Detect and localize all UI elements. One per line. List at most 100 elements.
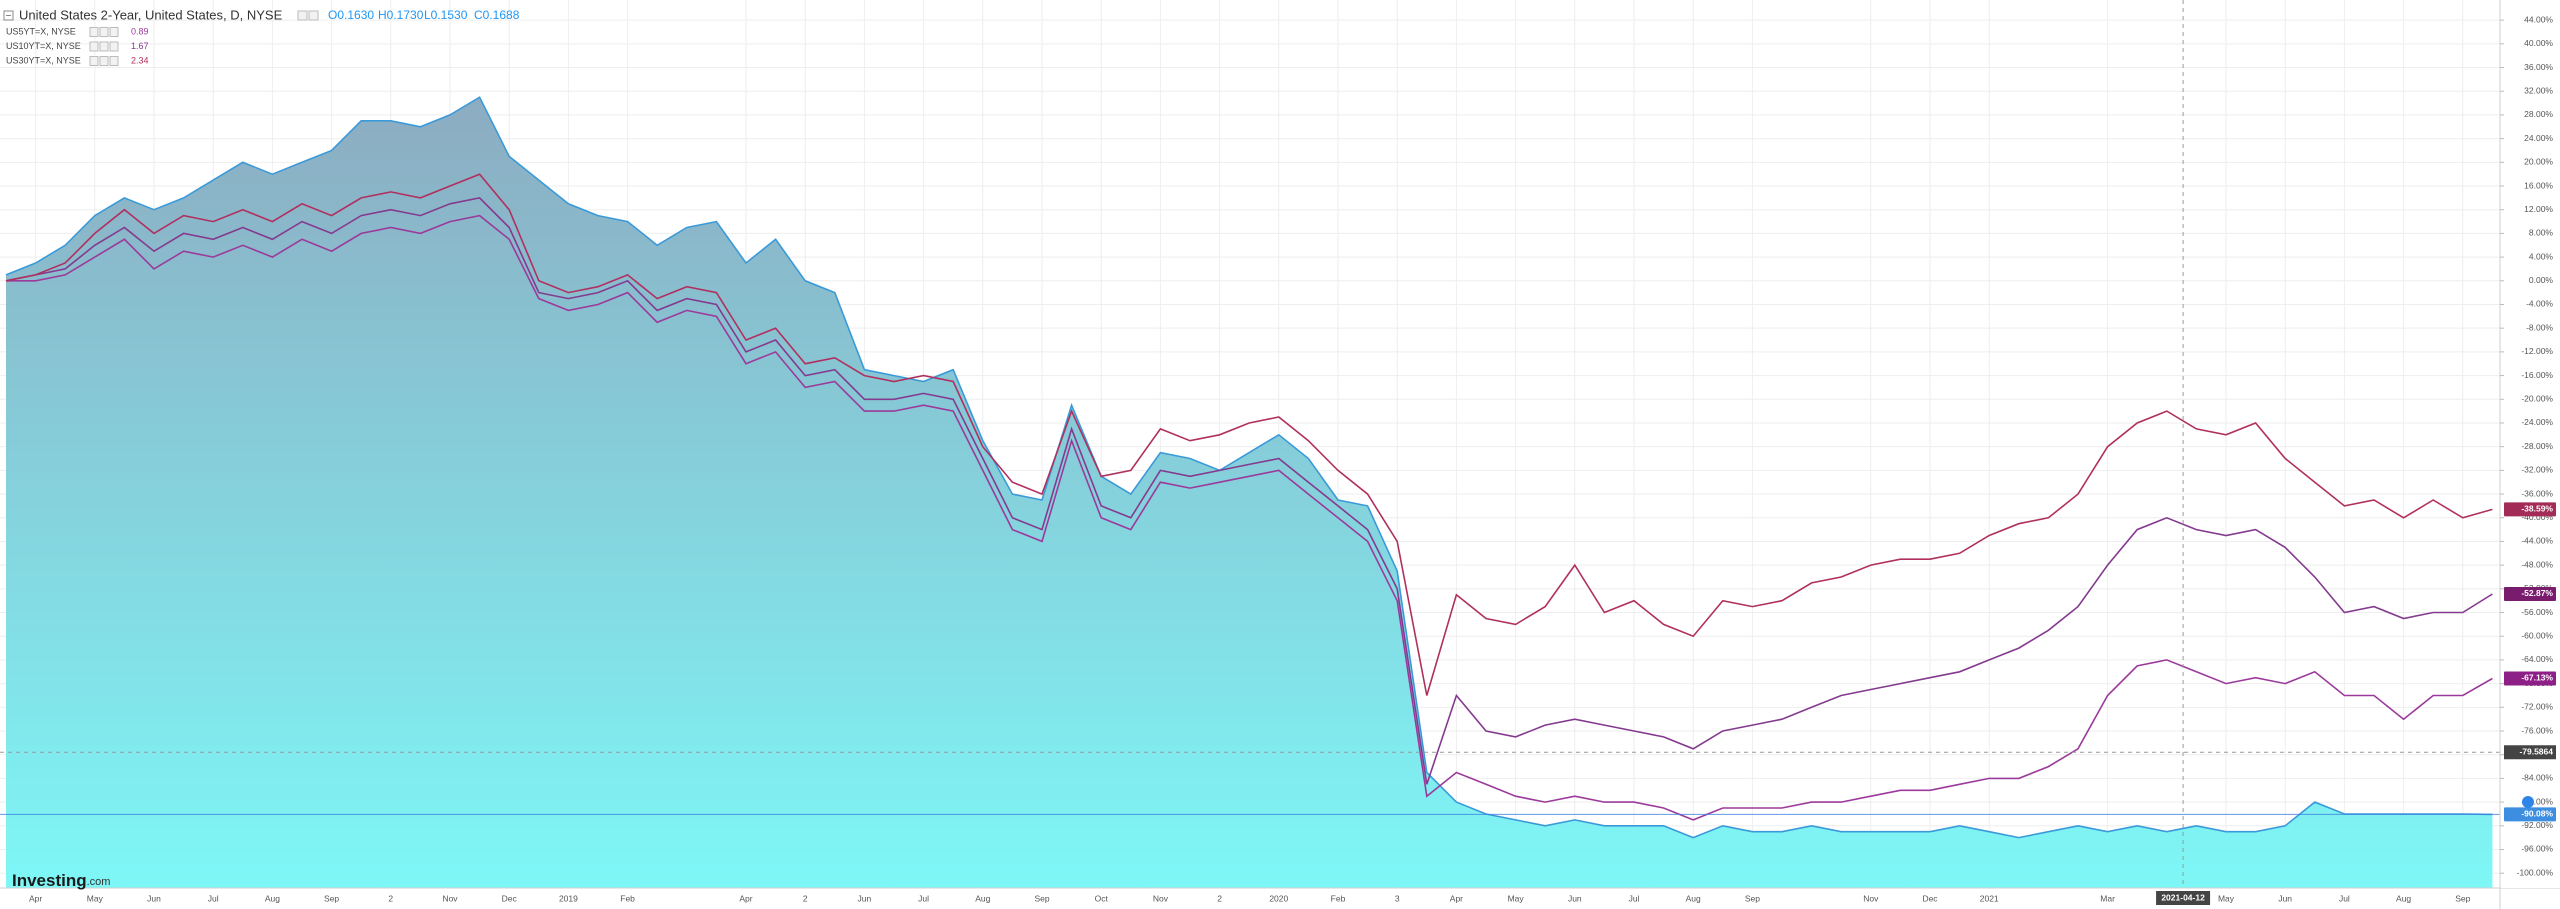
x-tick-label: Jul — [208, 893, 219, 903]
x-tick-label: Nov — [1863, 893, 1879, 903]
last-value-label-bg — [2504, 586, 2556, 601]
last-value-label-bg — [2504, 502, 2556, 517]
y-tick-label: -28.00% — [2521, 441, 2553, 451]
x-tick-label: Sep — [1745, 893, 1760, 903]
y-tick-label: 8.00% — [2529, 228, 2554, 238]
watermark: Investing.com — [12, 871, 110, 890]
x-tick-label: Apr — [739, 893, 752, 903]
legend-button[interactable] — [109, 27, 119, 37]
x-tick-label: 2020 — [1269, 893, 1288, 903]
legend-button[interactable] — [99, 41, 109, 52]
x-tick-label: Jul — [918, 893, 929, 903]
crosshair-x-label-bg — [2156, 891, 2211, 905]
area-line — [5, 96, 2493, 839]
crosshair-y-label-bg — [2504, 745, 2556, 760]
ohlc-value: H0.1730 — [378, 8, 424, 22]
alert-badge[interactable] — [2522, 796, 2534, 808]
x-tick-label: Aug — [975, 893, 990, 903]
y-tick-label: -100.00% — [2517, 867, 2554, 877]
x-tick-label: Nov — [1153, 893, 1169, 903]
y-tick-label: -56.00% — [2521, 607, 2553, 617]
x-tick-label: Apr — [1450, 893, 1463, 903]
x-tick-label: Feb — [620, 893, 635, 903]
legend-title: United States 2-Year, United States, D, … — [19, 7, 283, 22]
x-tick-label: May — [1508, 893, 1525, 903]
y-tick-label: 12.00% — [2524, 204, 2553, 214]
y-tick-label: -92.00% — [2521, 820, 2553, 830]
y-tick-label: -84.00% — [2521, 773, 2553, 783]
x-tick-label: Mar — [2100, 893, 2115, 903]
x-axis-bg — [0, 888, 2560, 909]
line — [6, 214, 2493, 821]
x-tick-label: Jul — [2339, 893, 2350, 903]
x-tick-label: Sep — [2455, 893, 2470, 903]
y-tick-label: -36.00% — [2521, 488, 2553, 498]
y-tick-label: -48.00% — [2521, 559, 2553, 569]
y-tick-label: -4.00% — [2526, 299, 2553, 309]
last-value-label: -38.59% — [2521, 504, 2553, 514]
ohlc-value: L0.1530 — [424, 8, 468, 22]
collapse-icon[interactable] — [3, 10, 14, 21]
y-tick-label: -24.00% — [2521, 417, 2553, 427]
y-tick-label: 0.00% — [2529, 275, 2554, 285]
x-tick-label: May — [87, 893, 104, 903]
x-tick-label: Oct — [1095, 893, 1109, 903]
legend-button[interactable] — [109, 41, 119, 52]
legend-button[interactable] — [89, 56, 99, 66]
y-tick-label: 40.00% — [2524, 38, 2553, 48]
y-tick-label: 16.00% — [2524, 180, 2553, 190]
y-tick-label: 20.00% — [2524, 157, 2553, 167]
x-tick-label: Aug — [1686, 893, 1701, 903]
y-tick-label: 24.00% — [2524, 133, 2553, 143]
last-value-label: -90.08% — [2521, 809, 2553, 819]
x-tick-label: Aug — [265, 893, 280, 903]
legend-button[interactable] — [297, 10, 308, 21]
legend-button[interactable] — [89, 41, 99, 52]
x-tick-label: 2 — [803, 893, 808, 903]
legend-button[interactable] — [109, 56, 119, 66]
legend-value: 2.34 — [131, 55, 149, 65]
legend-button[interactable] — [89, 27, 99, 37]
x-tick-label: Dec — [1922, 893, 1938, 903]
y-tick-label: -8.00% — [2526, 322, 2553, 332]
y-tick-label: 4.00% — [2529, 251, 2554, 261]
x-tick-label: Aug — [2396, 893, 2411, 903]
y-tick-label: -96.00% — [2521, 844, 2553, 854]
legend-button[interactable] — [99, 27, 109, 37]
area — [6, 97, 2493, 888]
y-tick-label: -44.00% — [2521, 536, 2553, 546]
y-tick-label: -76.00% — [2521, 725, 2553, 735]
y-tick-label: -72.00% — [2521, 702, 2553, 712]
x-tick-label: Sep — [324, 893, 339, 903]
crosshair-y-label: -79.5864 — [2519, 747, 2553, 757]
y-tick-label: 32.00% — [2524, 85, 2553, 95]
legend-value: 1.67 — [131, 41, 149, 51]
ohlc-value: O0.1630 — [328, 8, 374, 22]
y-tick-label: -16.00% — [2521, 370, 2553, 380]
x-tick-label: Jun — [2278, 893, 2292, 903]
x-tick-label: 2019 — [559, 893, 578, 903]
x-tick-label: Nov — [442, 893, 458, 903]
x-tick-label: Dec — [502, 893, 518, 903]
y-tick-label: 44.00% — [2524, 14, 2553, 24]
x-tick-label: Jul — [1629, 893, 1640, 903]
legend-value: 0.89 — [131, 26, 149, 36]
y-tick-label: -64.00% — [2521, 654, 2553, 664]
ohlc-value: C0.1688 — [474, 8, 520, 22]
line — [5, 197, 2493, 785]
y-axis-bg — [2500, 0, 2560, 888]
y-tick-label: -60.00% — [2521, 630, 2553, 640]
x-tick-label: Jun — [147, 893, 161, 903]
x-tick-label: 2 — [1217, 893, 1222, 903]
legend-button[interactable] — [99, 56, 109, 66]
x-tick-label: Apr — [29, 893, 42, 903]
legend-button[interactable] — [308, 10, 319, 21]
x-tick-label: 2 — [388, 893, 393, 903]
watermark-part: Investing — [12, 871, 87, 890]
x-tick-label: Jun — [858, 893, 872, 903]
y-tick-label: 36.00% — [2524, 62, 2553, 72]
x-tick-label: Sep — [1034, 893, 1049, 903]
watermark-part: .com — [87, 876, 111, 888]
